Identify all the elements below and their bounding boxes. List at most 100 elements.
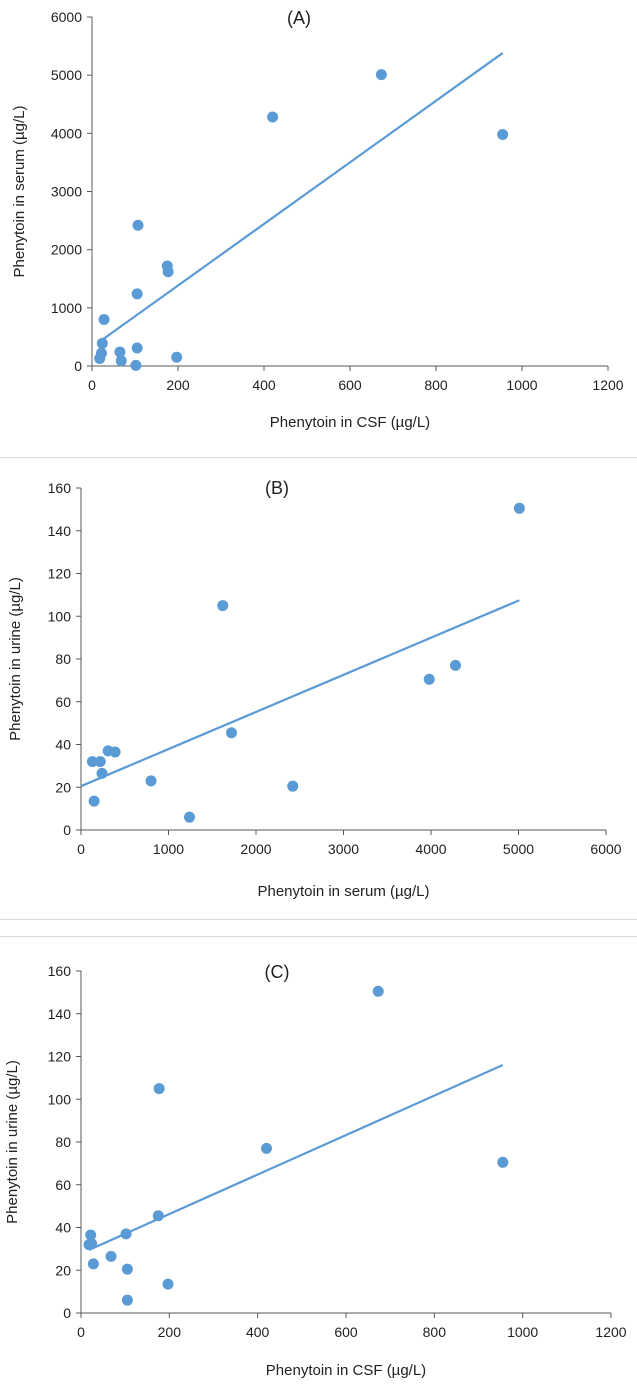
y-tick-label: 60 bbox=[55, 694, 71, 710]
data-point bbox=[94, 756, 106, 768]
x-tick-label: 0 bbox=[77, 1324, 85, 1340]
y-tick-label: 2000 bbox=[51, 242, 82, 258]
y-tick-label: 20 bbox=[55, 779, 71, 795]
data-point bbox=[96, 337, 108, 349]
y-tick-label: 6000 bbox=[51, 9, 82, 25]
x-tick-label: 800 bbox=[423, 1324, 447, 1340]
y-tick-label: 140 bbox=[48, 523, 72, 539]
data-point bbox=[162, 266, 174, 278]
x-axis-label: Phenytoin in CSF (µg/L) bbox=[270, 414, 430, 431]
data-point bbox=[87, 1258, 99, 1270]
data-point bbox=[105, 1250, 117, 1262]
x-tick-label: 1000 bbox=[153, 841, 184, 857]
y-tick-label: 60 bbox=[55, 1177, 71, 1193]
x-tick-label: 1200 bbox=[592, 377, 623, 393]
y-tick-label: 80 bbox=[55, 1134, 71, 1150]
y-tick-label: 120 bbox=[48, 566, 72, 582]
x-tick-label: 0 bbox=[88, 377, 96, 393]
data-point bbox=[88, 795, 100, 807]
data-point bbox=[98, 313, 110, 325]
y-tick-label: 0 bbox=[74, 358, 82, 374]
panel-separator bbox=[0, 919, 637, 920]
trendline bbox=[99, 52, 504, 343]
y-tick-label: 0 bbox=[63, 822, 71, 838]
data-point bbox=[132, 219, 144, 231]
data-point bbox=[171, 351, 183, 363]
x-tick-label: 1000 bbox=[506, 377, 537, 393]
x-tick-label: 5000 bbox=[503, 841, 534, 857]
data-point bbox=[96, 767, 108, 779]
panel-separator bbox=[0, 457, 637, 458]
x-tick-label: 600 bbox=[338, 377, 362, 393]
data-point bbox=[85, 1229, 97, 1241]
y-axis-label: Phenytoin in serum (µg/L) bbox=[11, 105, 28, 277]
x-tick-label: 0 bbox=[77, 841, 85, 857]
data-point bbox=[121, 1263, 133, 1275]
x-tick-label: 200 bbox=[158, 1324, 182, 1340]
data-point bbox=[121, 1294, 133, 1306]
x-axis-label: Phenytoin in CSF (µg/L) bbox=[266, 1362, 426, 1379]
chart-b: 0 1000 2000 3000 4000 5000 6000 0 20 40 60 80 100 120… bbox=[7, 478, 622, 900]
x-tick-label: 1200 bbox=[595, 1324, 626, 1340]
data-point bbox=[131, 288, 143, 300]
y-tick-label: 1000 bbox=[51, 300, 82, 316]
y-axis-label: Phenytoin in urine (µg/L) bbox=[4, 1060, 21, 1224]
data-point bbox=[131, 342, 143, 354]
data-point bbox=[153, 1083, 165, 1095]
data-point bbox=[267, 111, 279, 123]
y-tick-label: 120 bbox=[48, 1049, 72, 1065]
x-tick-label: 800 bbox=[424, 377, 448, 393]
y-tick-label: 3000 bbox=[51, 184, 82, 200]
y-tick-label: 100 bbox=[48, 1091, 72, 1107]
x-tick-label: 2000 bbox=[240, 841, 271, 857]
data-point bbox=[226, 727, 237, 739]
data-point bbox=[115, 355, 127, 367]
y-tick-label: 160 bbox=[48, 480, 72, 496]
panel-label: (C) bbox=[265, 962, 290, 982]
data-point bbox=[95, 347, 107, 359]
data-point bbox=[86, 1238, 98, 1250]
data-point bbox=[109, 746, 121, 758]
x-tick-label: 4000 bbox=[415, 841, 446, 857]
data-point bbox=[372, 985, 384, 997]
data-point bbox=[184, 811, 195, 823]
y-tick-label: 140 bbox=[48, 1006, 72, 1022]
x-tick-label: 400 bbox=[246, 1324, 270, 1340]
y-tick-label: 5000 bbox=[51, 67, 82, 83]
data-point bbox=[217, 600, 229, 612]
x-axis-label: Phenytoin in serum (µg/L) bbox=[257, 883, 429, 900]
x-tick-label: 400 bbox=[252, 377, 276, 393]
data-point bbox=[287, 780, 299, 792]
data-point bbox=[86, 756, 98, 768]
data-point bbox=[497, 1156, 509, 1168]
data-point bbox=[114, 346, 126, 358]
x-tick-label: 600 bbox=[334, 1324, 358, 1340]
y-tick-label: 40 bbox=[55, 737, 71, 753]
data-point bbox=[450, 659, 461, 671]
y-tick-label: 40 bbox=[55, 1220, 71, 1236]
y-axis-label: Phenytoin in urine (µg/L) bbox=[7, 577, 24, 741]
y-tick-label: 100 bbox=[48, 608, 72, 624]
y-tick-label: 20 bbox=[55, 1262, 71, 1278]
data-point bbox=[423, 673, 435, 685]
data-point bbox=[145, 775, 157, 787]
panel-label: (A) bbox=[287, 8, 311, 28]
x-tick-label: 200 bbox=[166, 377, 190, 393]
data-point bbox=[130, 359, 142, 371]
panel-label: (B) bbox=[265, 478, 289, 498]
y-tick-label: 4000 bbox=[51, 125, 82, 141]
panel-separator bbox=[0, 936, 637, 937]
trendline bbox=[80, 599, 520, 788]
data-point bbox=[120, 1228, 132, 1240]
chart-a: 0 200 400 600 800 1000 1200 0 1000 2000 3000 4000 50… bbox=[11, 8, 624, 431]
x-tick-label: 6000 bbox=[590, 841, 621, 857]
data-point bbox=[162, 1278, 174, 1290]
data-point bbox=[152, 1210, 164, 1222]
x-tick-label: 3000 bbox=[328, 841, 359, 857]
trendline bbox=[88, 1064, 504, 1251]
y-tick-label: 0 bbox=[63, 1305, 71, 1321]
data-point bbox=[513, 502, 525, 514]
y-tick-label: 160 bbox=[48, 963, 72, 979]
data-point bbox=[375, 69, 387, 81]
